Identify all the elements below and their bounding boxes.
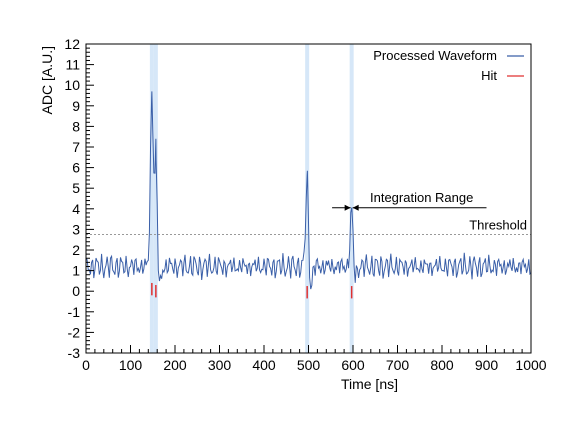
y-tick-label-6: 6 bbox=[72, 160, 80, 176]
y-axis-title: ADC [A.U.] bbox=[39, 46, 55, 114]
processed-waveform-series bbox=[85, 91, 532, 290]
x-tick-label-200: 200 bbox=[163, 357, 187, 373]
integration-range-annotation: Integration Range bbox=[332, 190, 487, 211]
x-tick-label-300: 300 bbox=[208, 357, 232, 373]
hit-series bbox=[151, 282, 353, 299]
y-tick-label-12: 12 bbox=[64, 36, 80, 52]
x-axis-title: Time [ns] bbox=[341, 376, 398, 392]
y-tick-label-0: 0 bbox=[72, 283, 80, 299]
legend: Processed Waveform Hit bbox=[373, 48, 524, 83]
hit-band-0 bbox=[149, 44, 154, 353]
x-tick-label-700: 700 bbox=[386, 357, 410, 373]
legend-label-processed-waveform: Processed Waveform bbox=[373, 48, 497, 63]
x-tick-label-400: 400 bbox=[252, 357, 276, 373]
integration-arrow-right-head bbox=[352, 204, 359, 211]
y-tick-label-5: 5 bbox=[72, 180, 80, 196]
x-tick-label-600: 600 bbox=[341, 357, 365, 373]
y-tick-label-11: 11 bbox=[65, 57, 80, 73]
x-tick-label-500: 500 bbox=[297, 357, 321, 373]
x-tick-label-1000: 1000 bbox=[515, 357, 546, 373]
axis-ticks bbox=[85, 43, 532, 354]
hit-band-2 bbox=[305, 44, 310, 353]
threshold-label: Threshold bbox=[469, 218, 527, 233]
y-tick-label-1: 1 bbox=[72, 263, 80, 279]
y-tick-label-2: 2 bbox=[72, 242, 80, 258]
legend-label-hit: Hit bbox=[481, 68, 497, 83]
y-tick-label-4: 4 bbox=[72, 201, 80, 217]
x-tick-label-800: 800 bbox=[430, 357, 454, 373]
hit-bands bbox=[149, 44, 354, 353]
x-tick-label-100: 100 bbox=[119, 357, 143, 373]
hit-band-3 bbox=[349, 44, 354, 353]
y-tick-label-7: 7 bbox=[72, 139, 80, 155]
x-tick-label-900: 900 bbox=[475, 357, 499, 373]
y-tick-label-10: 10 bbox=[64, 77, 80, 93]
integration-arrow-left-head bbox=[344, 204, 351, 211]
y-tick-label-3: 3 bbox=[72, 221, 80, 237]
axis-tick-labels: 0 100 200 300 400 500 600 700 800 900 1000 -3 -2 -1 0 1… bbox=[64, 36, 546, 373]
y-tick-label--2: -2 bbox=[68, 324, 81, 340]
processed-waveform-line bbox=[85, 91, 532, 290]
x-tick-label-0: 0 bbox=[82, 357, 90, 373]
y-tick-label--1: -1 bbox=[68, 304, 81, 320]
y-tick-label-9: 9 bbox=[72, 98, 80, 114]
y-tick-label--3: -3 bbox=[68, 345, 81, 361]
hit-band-1 bbox=[153, 44, 158, 353]
integration-range-label: Integration Range bbox=[370, 190, 473, 205]
y-tick-label-8: 8 bbox=[72, 118, 80, 134]
